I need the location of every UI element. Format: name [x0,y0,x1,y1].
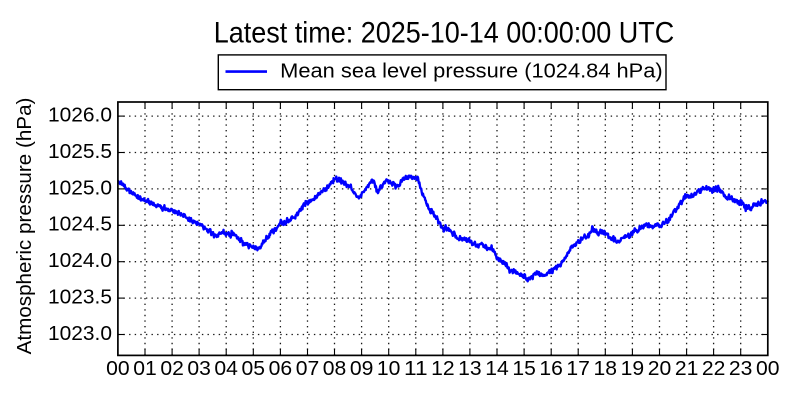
svg-text:20: 20 [648,358,672,380]
svg-text:03: 03 [187,358,211,380]
svg-text:1024.0: 1024.0 [48,250,112,272]
svg-text:06: 06 [269,358,293,380]
svg-text:15: 15 [512,358,536,380]
svg-text:10: 10 [377,358,401,380]
svg-text:Latest time: 2025-10-14 00:00:: Latest time: 2025-10-14 00:00:00 UTC [214,16,674,49]
svg-text:01: 01 [133,358,157,380]
svg-text:08: 08 [323,358,347,380]
svg-text:22: 22 [702,358,726,380]
svg-text:19: 19 [621,358,645,380]
svg-text:02: 02 [160,358,184,380]
svg-text:09: 09 [350,358,374,380]
svg-text:1026.0: 1026.0 [48,105,112,127]
svg-text:17: 17 [566,358,590,380]
svg-text:12: 12 [431,358,455,380]
svg-text:11: 11 [404,358,428,380]
svg-text:00: 00 [106,358,130,380]
svg-text:1025.5: 1025.5 [48,141,112,163]
svg-text:05: 05 [242,358,266,380]
svg-text:07: 07 [296,358,320,380]
svg-text:Atmospheric pressure (hPa): Atmospheric pressure (hPa) [14,98,36,355]
svg-text:04: 04 [214,358,238,380]
svg-text:Mean sea level pressure (1024.: Mean sea level pressure (1024.84 hPa) [280,60,663,83]
svg-text:1024.5: 1024.5 [48,214,112,236]
svg-text:16: 16 [539,358,563,380]
svg-text:23: 23 [729,358,753,380]
svg-text:00: 00 [756,358,780,380]
svg-text:18: 18 [594,358,618,380]
svg-text:1023.0: 1023.0 [48,323,112,345]
svg-text:1025.0: 1025.0 [48,177,112,199]
svg-text:13: 13 [458,358,482,380]
svg-text:1023.5: 1023.5 [48,287,112,309]
svg-text:21: 21 [675,358,699,380]
svg-text:14: 14 [485,358,509,380]
